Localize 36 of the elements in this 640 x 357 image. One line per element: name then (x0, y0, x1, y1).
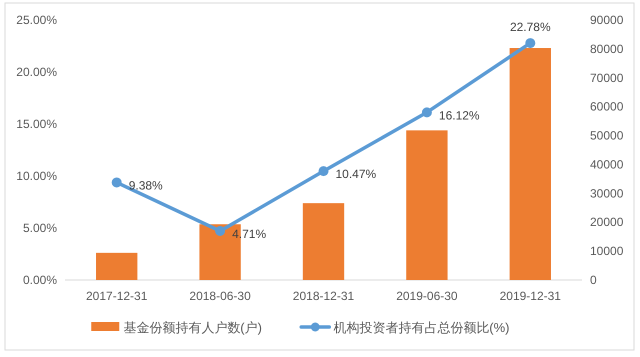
x-tick-label: 2018-06-30 (189, 289, 252, 303)
bar (406, 130, 448, 280)
bar (96, 252, 138, 280)
y2-tick-label: 60000 (590, 100, 624, 114)
y2-tick-label: 0 (590, 273, 597, 287)
legend-label: 机构投资者持有占总份额比(%) (333, 320, 510, 335)
y2-tick-label: 90000 (590, 13, 624, 27)
bar (302, 203, 344, 280)
y2-tick-label: 20000 (590, 215, 624, 230)
data-label: 22.78% (510, 20, 551, 34)
point (112, 177, 122, 188)
data-label: 10.47% (336, 167, 377, 182)
y-tick-label: 10.00% (16, 169, 58, 183)
point (422, 107, 432, 118)
x-tick-label: 2017-12-31 (86, 289, 148, 303)
x-tick-label: 2019-12-31 (500, 289, 562, 303)
data-label: 16.12% (438, 108, 480, 122)
y-tick-label: 20.00% (16, 65, 58, 79)
y2-tick-label: 50000 (590, 128, 624, 143)
y-tick-label: 5.00% (22, 221, 58, 235)
data-label: 9.38% (128, 178, 164, 192)
y2-tick-label: 70000 (590, 70, 624, 85)
y-tick-label: 15.00% (16, 117, 58, 131)
point (318, 166, 328, 176)
bar (510, 48, 551, 280)
y-tick-label: 0.00% (22, 273, 58, 287)
x-tick-label: 2019-06-30 (396, 289, 458, 303)
x-tick-label: 2018-12-31 (292, 289, 355, 303)
y2-tick-label: 80000 (590, 42, 624, 56)
legend-label: 基金份额持有人户数(户) (123, 320, 262, 335)
point (525, 38, 536, 48)
y-tick-label: 25.00% (16, 13, 58, 27)
point (215, 226, 226, 236)
y2-tick-label: 10000 (590, 244, 624, 258)
y2-tick-label: 30000 (590, 186, 624, 200)
y2-tick-label: 40000 (590, 157, 624, 172)
